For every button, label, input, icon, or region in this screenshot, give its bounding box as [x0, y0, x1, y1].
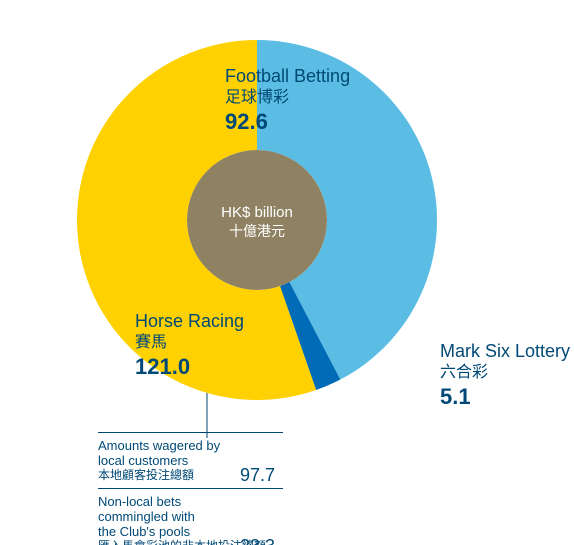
sub-row-label-en: local customers: [98, 453, 188, 469]
sub-row-value: 97.7: [240, 464, 275, 487]
football-value: 92.6: [225, 108, 350, 136]
horseracing-value: 121.0: [135, 353, 244, 381]
sub-row-label-en: the Club's pools: [98, 524, 190, 540]
sub-row-label-en: commingled with: [98, 509, 195, 525]
segment-label-horseracing: Horse Racing 賽馬 121.0: [135, 310, 244, 380]
segment-label-marksix: Mark Six Lottery 六合彩 5.1: [440, 340, 570, 410]
marksix-value: 5.1: [440, 383, 570, 411]
sub-row-divider: [98, 432, 283, 433]
center-label-en: HK$ billion: [0, 204, 514, 223]
center-label: HK$ billion 十億港元: [0, 204, 514, 240]
marksix-label-zh: 六合彩: [440, 363, 570, 383]
segment-label-football: Football Betting 足球博彩 92.6: [225, 65, 350, 135]
football-label-en: Football Betting: [225, 65, 350, 88]
sub-row-label-en: Amounts wagered by: [98, 438, 220, 454]
marksix-label-en: Mark Six Lottery: [440, 340, 570, 363]
sub-row-label-en: Non-local bets: [98, 494, 181, 510]
sub-row-value: 23.3: [240, 535, 275, 545]
sub-row-divider: [98, 488, 283, 489]
center-label-zh: 十億港元: [0, 223, 514, 241]
donut-chart-container: HK$ billion 十億港元 Football Betting 足球博彩 9…: [0, 0, 574, 545]
football-label-zh: 足球博彩: [225, 88, 350, 108]
horseracing-label-en: Horse Racing: [135, 310, 244, 333]
horseracing-label-zh: 賽馬: [135, 333, 244, 353]
sub-row-label-zh: 本地顧客投注總額: [98, 468, 194, 483]
